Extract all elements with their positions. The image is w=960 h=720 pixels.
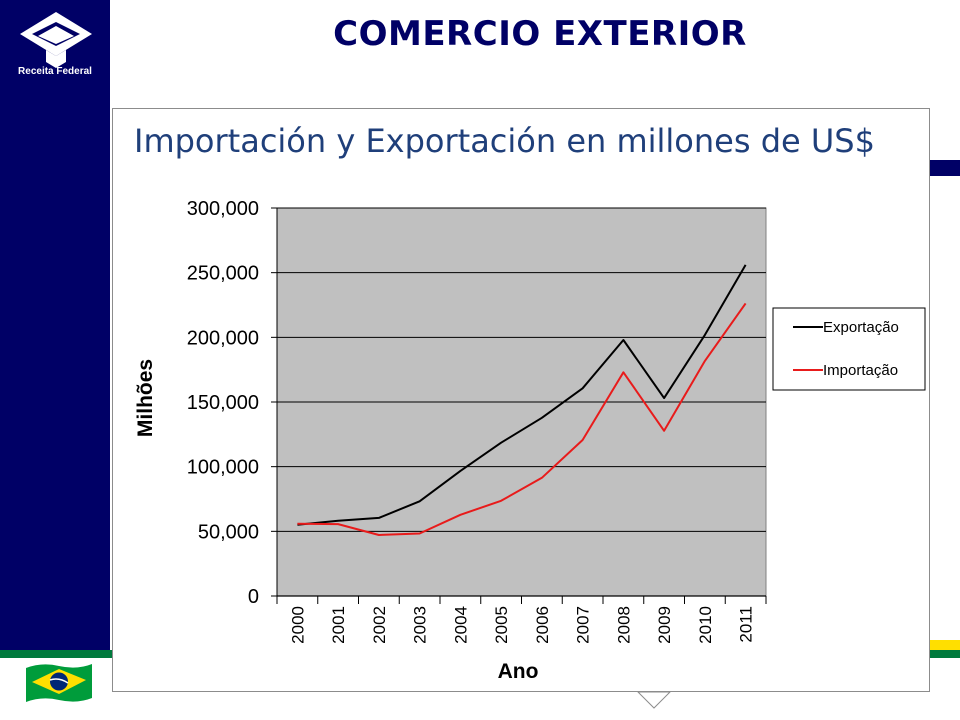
pointer-triangle-icon — [636, 691, 672, 709]
x-tick-label: 2006 — [533, 606, 552, 644]
x-tick-label: 2004 — [451, 606, 470, 644]
yellow-stripe — [925, 640, 960, 650]
receita-federal-logo-icon — [20, 12, 92, 68]
slide-subtitle: Importación y Exportación en millones de… — [134, 122, 875, 160]
series-line-exportacao — [297, 264, 747, 526]
x-tick-label: 2003 — [411, 606, 430, 644]
y-tick-label: 50,000 — [198, 521, 259, 543]
y-tick-label: 0 — [248, 586, 259, 608]
brazil-flag-icon — [26, 664, 92, 702]
y-tick-label: 150,000 — [187, 392, 259, 414]
x-tick-label: 2008 — [614, 606, 633, 644]
legend-label: Exportação — [823, 319, 899, 336]
x-tick-label: 2007 — [574, 606, 593, 644]
x-tick-label: 2011 — [737, 606, 756, 643]
x-tick-label: 2010 — [696, 606, 715, 644]
y-tick-label: 200,000 — [187, 327, 259, 349]
x-tick-label: 2002 — [370, 606, 389, 644]
page-title: COMERCIO EXTERIOR — [333, 14, 747, 54]
x-axis-label: Ano — [498, 660, 539, 683]
right-blue-stripe — [930, 160, 960, 176]
x-tick-label: 2001 — [329, 606, 348, 644]
legend-box — [772, 307, 926, 391]
series-line-importacao — [297, 302, 747, 536]
legend: Exportação Importação — [772, 307, 926, 391]
y-axis-label: Milhões — [134, 359, 157, 437]
left-brand-bar — [0, 0, 110, 650]
y-tick-label: 100,000 — [187, 457, 259, 479]
x-tick-label: 2005 — [492, 606, 511, 644]
logo-text: Receita Federal — [18, 66, 92, 77]
y-tick-label: 300,000 — [187, 198, 259, 220]
x-tick-label: 2009 — [655, 606, 674, 644]
legend-label: Importação — [823, 362, 898, 379]
y-tick-label: 250,000 — [187, 263, 259, 285]
x-tick-label: 2000 — [288, 606, 307, 644]
